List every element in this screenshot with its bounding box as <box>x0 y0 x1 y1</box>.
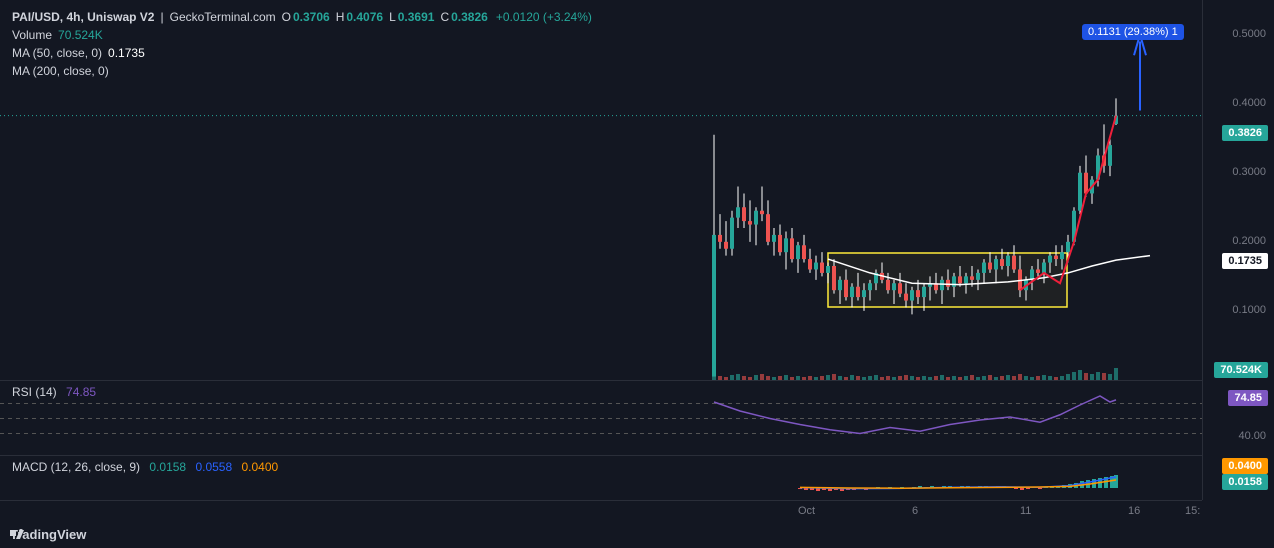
chart-container: PAI/USD, 4h, Uniswap V2 | GeckoTerminal.… <box>0 0 1274 548</box>
macd-signal-badge: 0.0400 <box>1222 458 1268 474</box>
measure-tooltip: 0.1131 (29.38%) 1 <box>1082 24 1184 40</box>
time-axis[interactable]: Oct 6 11 16 15: <box>0 500 1202 520</box>
tradingview-watermark[interactable]: TradingView <box>10 527 86 542</box>
time-tick: Oct <box>798 505 815 517</box>
price-axis[interactable]: 0.1000 0.2000 0.3000 0.4000 0.5000 0.3826 0.… <box>1202 0 1274 500</box>
price-tick: 0.3000 <box>1232 166 1266 178</box>
price-chart-svg <box>0 0 1202 380</box>
time-tick: 11 <box>1020 505 1031 517</box>
price-tick: 0.4000 <box>1232 97 1266 109</box>
rsi-svg <box>0 381 1202 456</box>
price-tick: 0.5000 <box>1232 28 1266 40</box>
macd-svg <box>0 456 1202 501</box>
rsi-panel[interactable]: RSI (14) 74.85 <box>0 380 1202 455</box>
volume-badge: 70.524K <box>1214 362 1268 378</box>
macd-panel[interactable]: MACD (12, 26, close, 9) 0.0158 0.0558 0.… <box>0 455 1202 500</box>
time-tick: 15: <box>1185 505 1200 517</box>
price-chart-panel[interactable] <box>0 0 1202 380</box>
current-price-badge: 0.3826 <box>1222 125 1268 141</box>
rsi-40-tick: 40.00 <box>1238 430 1266 442</box>
macd-hist-badge: 0.0158 <box>1222 474 1268 490</box>
rsi-badge: 74.85 <box>1228 390 1268 406</box>
price-tick: 0.2000 <box>1232 235 1266 247</box>
tradingview-icon <box>10 527 24 541</box>
ma50-badge: 0.1735 <box>1222 253 1268 269</box>
time-tick: 16 <box>1128 505 1140 517</box>
price-tick: 0.1000 <box>1232 304 1266 316</box>
time-tick: 6 <box>912 505 918 517</box>
